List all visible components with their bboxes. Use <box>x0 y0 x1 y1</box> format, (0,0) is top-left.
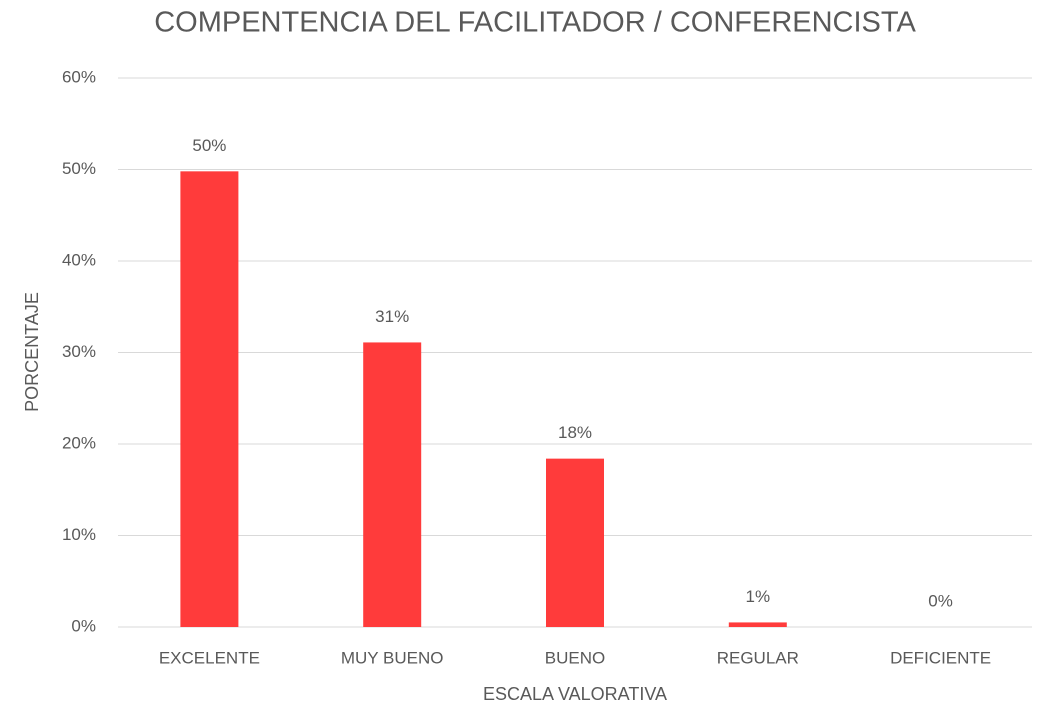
y-tick-label: 20% <box>62 433 96 452</box>
y-tick-label: 60% <box>62 67 96 86</box>
x-tick-label: EXCELENTE <box>159 648 260 667</box>
x-tick-label: MUY BUENO <box>341 648 444 667</box>
bar <box>546 458 604 627</box>
y-tick-label: 40% <box>62 250 96 269</box>
data-label: 50% <box>192 136 226 155</box>
chart-title: COMPENTENCIA DEL FACILITADOR / CONFERENC… <box>154 7 916 39</box>
bar <box>180 171 239 627</box>
x-tick-label: BUENO <box>545 648 605 667</box>
data-label: 18% <box>558 423 592 442</box>
x-tick-label: REGULAR <box>717 648 799 667</box>
y-tick-label: 50% <box>62 159 96 178</box>
bar <box>363 342 422 627</box>
y-tick-label: 30% <box>62 342 96 361</box>
y-tick-label: 0% <box>71 616 96 635</box>
data-label: 0% <box>928 591 953 610</box>
x-axis-label: ESCALA VALORATIVA <box>483 684 667 704</box>
y-axis-label: PORCENTAJE <box>22 292 42 412</box>
data-label: 31% <box>375 307 409 326</box>
y-tick-label: 10% <box>62 525 96 544</box>
bar <box>728 622 787 627</box>
data-label: 1% <box>746 587 771 606</box>
x-tick-label: DEFICIENTE <box>890 648 991 667</box>
